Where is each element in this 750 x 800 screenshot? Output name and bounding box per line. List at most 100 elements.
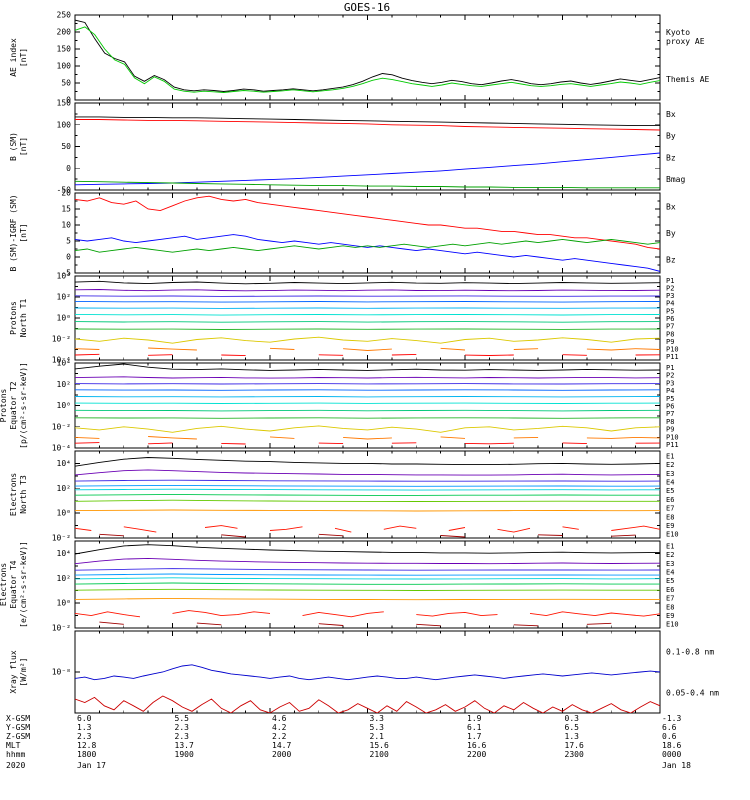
series-E10 — [99, 533, 636, 538]
series-E3 — [75, 479, 660, 482]
series-E5 — [75, 488, 660, 491]
axis-row-value: 1800 — [77, 750, 96, 759]
series-E4 — [75, 484, 660, 487]
y-tick-label: 150 — [57, 45, 72, 54]
y-axis-label: Electrons — [9, 473, 18, 517]
axis-row-value: 5.3 — [370, 723, 385, 732]
series-E5 — [75, 577, 660, 580]
series-By — [75, 180, 660, 189]
y-tick-label: 50 — [61, 79, 71, 88]
y-axis-label: [nT] — [19, 48, 28, 67]
y-tick-label: 10² — [57, 484, 71, 493]
legend-p9: P9 — [666, 338, 674, 346]
y-tick-label: 0 — [66, 164, 71, 173]
bottom-axis-rows: X-GSM 6.0 5.5 4.6 3.3 1.9 0.3 -1.3Y-GSM 1.3 2.3 4.… — [6, 714, 691, 770]
panel-border — [74, 102, 661, 191]
axis-row-value: 5.5 — [175, 714, 190, 723]
legend-e4: E4 — [666, 478, 674, 486]
legend-0.1-0.8-nm: 0.1-0.8 nm — [666, 648, 714, 657]
axis-row-value: 1.7 — [467, 732, 482, 741]
legend-e9: E9 — [666, 522, 674, 530]
series-E7 — [75, 499, 660, 502]
series-Bmag — [75, 116, 660, 127]
axis-row-value: 2200 — [467, 750, 486, 759]
panel-border — [74, 275, 661, 361]
legend-e2: E2 — [666, 461, 674, 469]
legend-by: By — [666, 229, 676, 238]
series-Bz — [75, 195, 660, 250]
axis-row-value: 2.3 — [77, 732, 92, 741]
series-P7 — [75, 409, 660, 412]
series-E2 — [75, 469, 660, 476]
axis-row-value: 17.6 — [565, 741, 584, 750]
axis-row-value: 0.3 — [565, 714, 580, 723]
legend-e3: E3 — [666, 470, 674, 478]
y-tick-label: 10⁻² — [52, 335, 71, 344]
axis-row-value: 1900 — [175, 750, 194, 759]
axis-row-label-hhmm: hhmm — [6, 750, 25, 759]
y-axis-label: Protons — [0, 388, 8, 422]
y-tick-label: -50 — [57, 186, 72, 195]
y-tick-label: 10⁰ — [57, 509, 71, 518]
legend-p5: P5 — [666, 395, 674, 403]
y-tick-label: 10⁴ — [57, 459, 71, 468]
legend-p3: P3 — [666, 292, 674, 300]
series-Bx — [75, 234, 660, 272]
series-P1 — [75, 363, 660, 371]
legend-bx: Bx — [666, 202, 676, 211]
legend-e5: E5 — [666, 577, 674, 585]
legend-e7: E7 — [666, 505, 674, 513]
y-tick-label: 10⁻⁴ — [52, 356, 71, 365]
legend-e2: E2 — [666, 551, 674, 559]
series-xray-short — [75, 695, 660, 713]
legend-bz: Bz — [666, 256, 676, 265]
y-axis-label: [nT] — [19, 223, 28, 242]
legend-p10: P10 — [666, 346, 679, 354]
legend-p9: P9 — [666, 426, 674, 434]
y-tick-label: 10⁻² — [52, 422, 71, 431]
legend-p7: P7 — [666, 323, 674, 331]
series-P7 — [75, 321, 660, 323]
series-P8 — [75, 328, 660, 330]
series-E10 — [99, 621, 612, 627]
series-E4 — [75, 573, 660, 576]
series-E8 — [75, 597, 660, 601]
legend-p6: P6 — [666, 403, 674, 411]
y-axis-label: Equator T2 — [9, 381, 18, 429]
y-axis-label: [W/m²] — [19, 658, 28, 687]
y-tick-label: 250 — [57, 11, 72, 20]
legend-p11: P11 — [666, 441, 679, 449]
y-tick-label: -5 — [61, 269, 71, 278]
legend-e1: E1 — [666, 452, 674, 460]
legend-e4: E4 — [666, 568, 674, 576]
y-axis-label: [e/(cm²-s-sr-keV)] — [19, 541, 28, 628]
axis-row-value: 6.6 — [662, 723, 677, 732]
y-tick-label: 20 — [61, 189, 71, 198]
legend-e9: E9 — [666, 612, 674, 620]
axis-row-value: 18.6 — [662, 741, 681, 750]
panel-border — [74, 14, 661, 101]
series-By — [75, 238, 660, 253]
y-tick-label: 100 — [57, 62, 72, 71]
y-axis-label: B (SM)-IGRF (SM) — [9, 194, 18, 271]
legend-p11: P11 — [666, 353, 679, 361]
series-P10 — [75, 347, 660, 351]
axis-row-value: 6.5 — [565, 723, 580, 732]
panel-protons-north-t1: 10⁻⁴ 10⁻² 10⁰ 10² 10⁴ P1P2P3P4P5P6P7P8P9P10P1… — [9, 272, 679, 365]
axis-row-label-x-gsm: X-GSM — [6, 714, 30, 723]
y-axis-label: Electrons — [0, 563, 8, 607]
y-tick-label: 10² — [57, 293, 71, 302]
y-axis-label: North T1 — [19, 299, 28, 338]
series-xray-long — [75, 664, 660, 681]
series-P2 — [75, 376, 660, 379]
axis-row-value: -1.3 — [662, 714, 681, 723]
y-tick-label: 200 — [57, 28, 72, 37]
axis-row-value: 6.0 — [77, 714, 92, 723]
series-E6 — [75, 582, 660, 585]
legend-p8: P8 — [666, 418, 674, 426]
series-E8 — [75, 509, 660, 512]
